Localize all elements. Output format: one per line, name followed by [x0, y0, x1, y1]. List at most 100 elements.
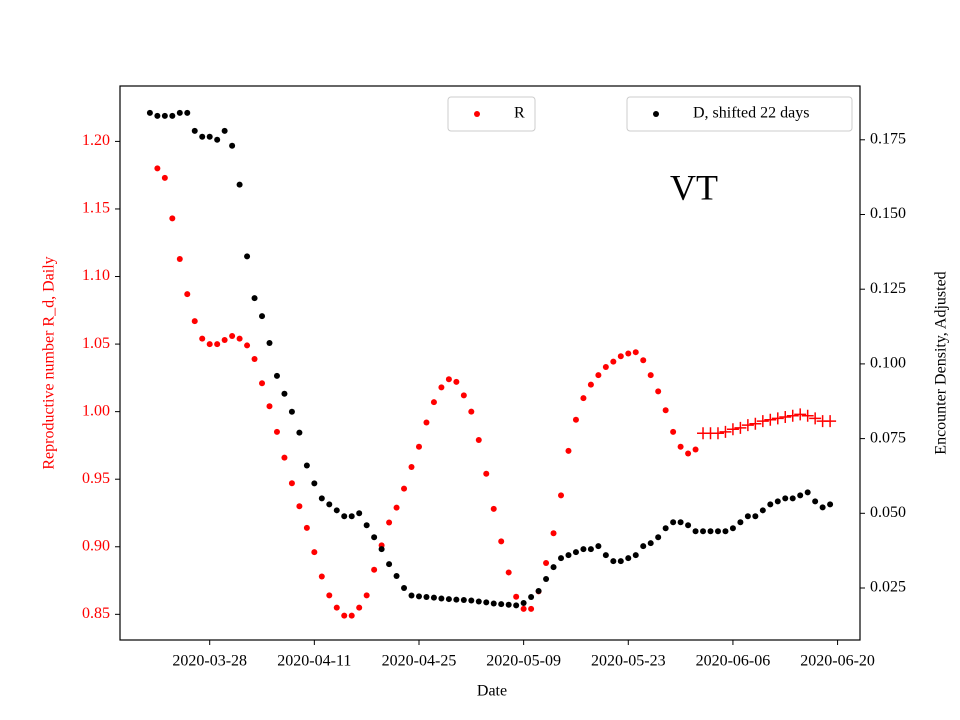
point [356, 510, 363, 517]
point [453, 378, 460, 385]
point [587, 546, 594, 553]
point [677, 443, 684, 450]
point [229, 332, 236, 339]
point [378, 546, 385, 553]
point [490, 600, 497, 607]
point [572, 416, 579, 423]
point [296, 429, 303, 436]
point [423, 419, 430, 426]
plus-marker [779, 411, 792, 424]
point [558, 555, 565, 562]
point [415, 593, 422, 600]
point [662, 407, 669, 414]
point [303, 524, 310, 531]
point [632, 552, 639, 559]
point [670, 519, 677, 526]
y-axis-label: Reproductive number R_d, Daily [41, 256, 58, 469]
point [333, 507, 340, 514]
y-tick-label: 1.10 [82, 267, 110, 284]
point [326, 501, 333, 508]
point [199, 133, 206, 140]
point [617, 558, 624, 565]
point [520, 599, 527, 606]
point [161, 174, 168, 181]
point [206, 341, 213, 348]
legend-box [447, 96, 536, 132]
point [692, 446, 699, 453]
point [146, 109, 153, 116]
point [640, 357, 647, 364]
point [700, 528, 707, 535]
point [401, 585, 408, 592]
point [685, 522, 692, 529]
point [430, 594, 437, 601]
point [318, 495, 325, 502]
point [296, 503, 303, 510]
point [363, 592, 370, 599]
point [580, 395, 587, 402]
point [214, 136, 221, 143]
point [460, 392, 467, 399]
point [804, 489, 811, 496]
point [505, 569, 512, 576]
point [617, 353, 624, 360]
point [445, 376, 452, 383]
point [759, 507, 766, 514]
y2-tick-label: 0.050 [870, 504, 906, 521]
point [371, 534, 378, 541]
point [176, 109, 183, 116]
point [714, 528, 721, 535]
plus-marker [756, 415, 769, 428]
point [729, 525, 736, 532]
point [722, 528, 729, 535]
point [221, 337, 228, 344]
point [490, 505, 497, 512]
point [602, 552, 609, 559]
point [520, 605, 527, 612]
plus-marker [794, 408, 807, 421]
point [460, 596, 467, 603]
legend-box [626, 96, 853, 132]
point [206, 133, 213, 140]
point [565, 552, 572, 559]
plus-marker [749, 417, 762, 430]
point [483, 470, 490, 477]
point [191, 127, 198, 134]
plus-marker [719, 425, 732, 438]
point [244, 253, 251, 260]
point [670, 428, 677, 435]
point [774, 498, 781, 505]
legend-marker [653, 111, 659, 117]
point [632, 349, 639, 356]
point [430, 399, 437, 406]
point [513, 602, 520, 609]
point [401, 485, 408, 492]
point [647, 372, 654, 379]
y2-tick-label: 0.075 [870, 429, 906, 446]
point [169, 215, 176, 222]
point [214, 341, 221, 348]
x-tick-label: 2020-06-20 [800, 653, 875, 670]
point [692, 528, 699, 535]
point [819, 504, 826, 511]
point [647, 540, 654, 547]
point [513, 593, 520, 600]
point [341, 612, 348, 619]
point [535, 587, 542, 594]
legend-label: R [514, 105, 525, 122]
legend: R [447, 96, 536, 132]
plus-marker [734, 421, 747, 434]
point [550, 530, 557, 537]
point [393, 573, 400, 580]
plus-marker [726, 423, 739, 436]
point [281, 390, 288, 397]
legend: D, shifted 22 days [626, 96, 853, 132]
point [408, 592, 415, 599]
point [625, 555, 632, 562]
point [251, 355, 258, 362]
plus-marker [741, 419, 754, 432]
annotation: VT [670, 167, 718, 207]
plus-marker [824, 415, 837, 428]
y2-tick-label: 0.150 [870, 205, 906, 222]
point [154, 112, 161, 119]
